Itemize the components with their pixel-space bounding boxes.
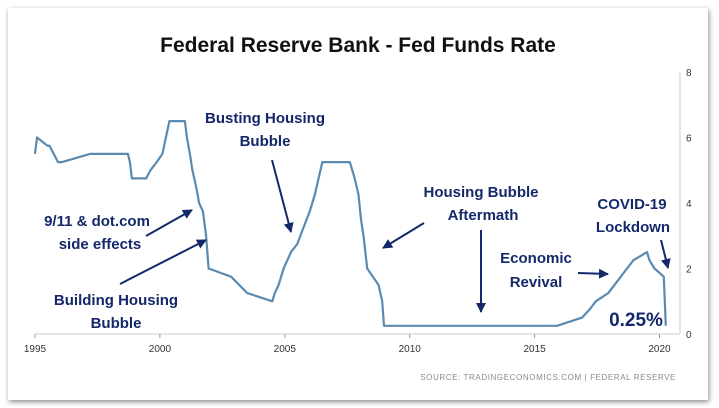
annotation-revival: Economic Revival [500, 250, 609, 291]
annotation-revival-line-1: Economic [500, 250, 572, 267]
annotation-covid-line-1: COVID-19 [597, 196, 666, 213]
annotation-revival-arrow [577, 268, 609, 279]
annotation-aftermath-line-2: Aftermath [448, 207, 519, 224]
annotation-covid-arrow [660, 239, 671, 269]
y-axis-ticks: 0 2 4 6 8 [686, 68, 692, 341]
annotation-building-arrow [119, 239, 207, 285]
annotation-covid-line-2: Lockdown [596, 219, 670, 236]
chart-source: SOURCE: TRADINGECONOMICS.COM | FEDERAL R… [420, 373, 676, 382]
x-tick-label-2005: 2005 [274, 344, 297, 355]
x-tick-label-2020: 2020 [648, 344, 671, 355]
annotation-busting-line-2: Bubble [240, 133, 291, 150]
annotation-busting-arrow [271, 159, 294, 233]
y-tick-label-8: 8 [686, 68, 692, 79]
annotation-building-line-1: Building Housing [54, 292, 178, 309]
annotation-rate-value: 0.25% [609, 310, 663, 331]
annotation-aftermath: Housing Bubble Aftermath [382, 184, 539, 313]
annotation-nine11-line-1: 9/11 & dot.com [44, 213, 150, 230]
y-tick-label-2: 2 [686, 265, 692, 276]
x-tick-label-1995: 1995 [24, 344, 47, 355]
y-tick-label-4: 4 [686, 199, 692, 210]
y-tick-label-0: 0 [686, 330, 692, 341]
annotation-revival-line-2: Revival [510, 274, 563, 291]
annotation-nine11-arrow [145, 209, 193, 237]
x-tick-label-2010: 2010 [399, 344, 422, 355]
series-line-fed-funds-rate [33, 120, 667, 327]
y-tick-label-6: 6 [686, 134, 692, 145]
annotation-aftermath-line-1: Housing Bubble [424, 184, 539, 201]
annotation-nine11: 9/11 & dot.com side effects [44, 209, 193, 253]
annotation-busting-line-1: Busting Housing [205, 110, 325, 127]
annotation-building: Building Housing Bubble [54, 239, 207, 332]
annotation-building-line-2: Bubble [91, 315, 142, 332]
chart-frame: Federal Reserve Bank - Fed Funds Rate SO… [8, 8, 708, 400]
x-tick-label-2015: 2015 [523, 344, 546, 355]
annotation-busting: Busting Housing Bubble [205, 110, 325, 233]
chart-title: Federal Reserve Bank - Fed Funds Rate [160, 34, 556, 57]
x-tick-label-2000: 2000 [149, 344, 172, 355]
annotation-nine11-line-2: side effects [59, 236, 142, 253]
annotation-covid: COVID-19 Lockdown [596, 196, 671, 269]
annotation-aftermath-arrow [382, 222, 425, 249]
x-axis-ticks: 1995 2000 2005 2010 2015 2020 [24, 334, 671, 355]
